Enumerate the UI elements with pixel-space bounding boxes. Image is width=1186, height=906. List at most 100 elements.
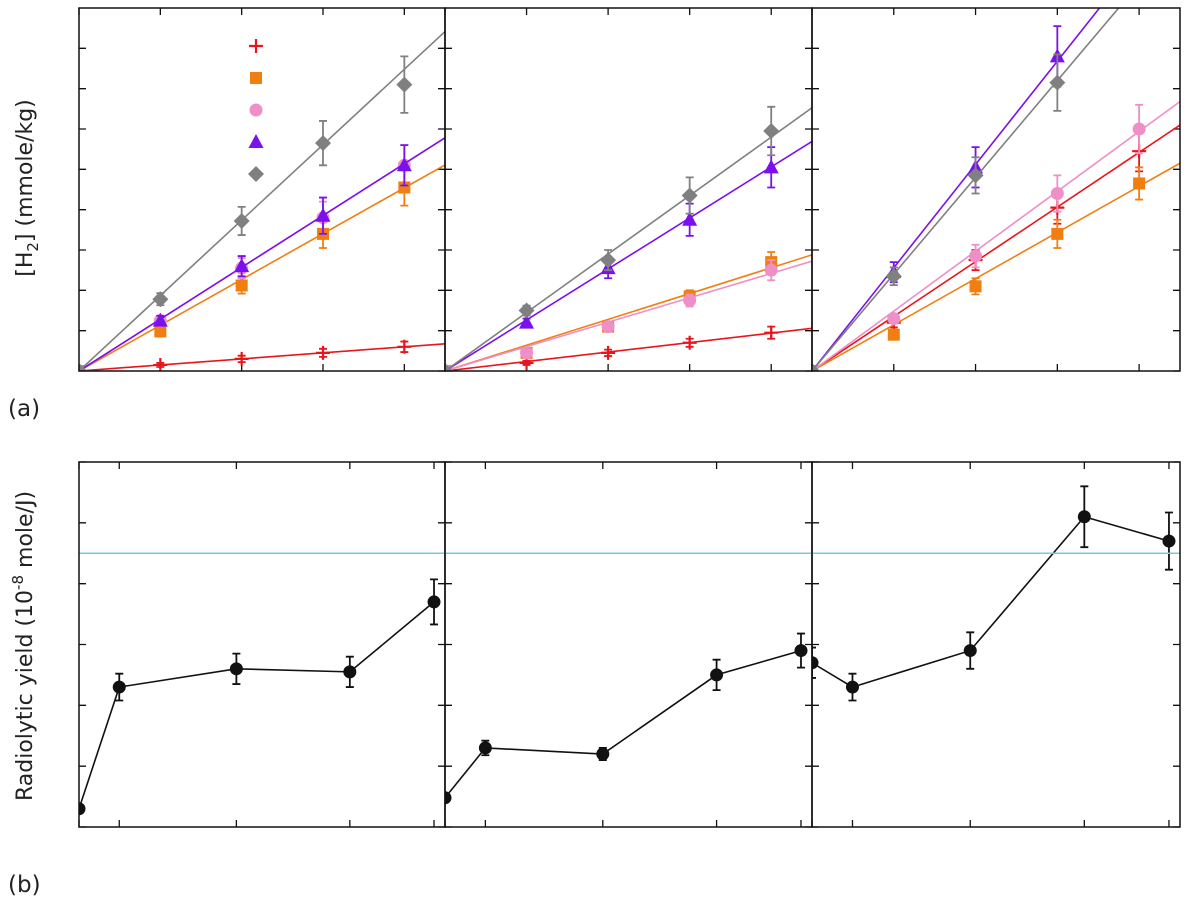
data-point: [764, 263, 778, 277]
chart-panel-s2-humidity: [444, 461, 813, 828]
data-point: [315, 135, 331, 152]
series-0-pct: [79, 339, 445, 371]
plot-content: [445, 105, 812, 371]
plot-content: [445, 632, 808, 805]
panel-frame: [811, 7, 1181, 372]
data-point: [601, 345, 616, 360]
legend-marker: [249, 103, 263, 117]
chart-panel-s1-dose: [78, 7, 446, 372]
data-point: [445, 791, 452, 805]
data-point: [1049, 74, 1066, 91]
data-point: [763, 159, 779, 174]
y-label-top-main: [H: [13, 252, 38, 277]
data-point: [683, 293, 697, 307]
legend-marker: [248, 166, 264, 182]
series-0-pct: [812, 124, 1180, 371]
series-74-pct: [79, 137, 445, 371]
panel-label-b: (b): [8, 872, 41, 898]
series-74-pct: [445, 140, 812, 371]
panel-frame: [78, 461, 446, 828]
data-point: [1050, 187, 1064, 201]
series-43-pct: [445, 259, 812, 371]
data-point: [316, 345, 330, 360]
series-11-pct: [812, 162, 1180, 371]
data-point: [967, 167, 984, 184]
data-point: [154, 325, 167, 338]
data-point: [1133, 177, 1146, 190]
series-11-pct: [79, 164, 445, 371]
data-point: [520, 346, 534, 360]
panel-label-a: (a): [8, 396, 40, 422]
series-line: [445, 649, 802, 799]
series-97-pct: [812, 8, 1120, 371]
data-point: [764, 325, 779, 340]
fit-line: [445, 254, 812, 371]
data-point: [519, 314, 535, 329]
series-43-pct: [812, 100, 1180, 371]
data-point: [397, 339, 412, 354]
fit-line: [445, 140, 812, 371]
fit-line: [812, 100, 1180, 371]
fit-line: [79, 342, 445, 371]
data-point: [233, 212, 250, 229]
panel-frame: [78, 7, 446, 372]
fit-line: [79, 137, 445, 371]
error-bar: [812, 646, 816, 679]
data-point: [234, 258, 250, 273]
data-point: [427, 595, 441, 609]
data-point: [235, 279, 248, 292]
data-point: [315, 207, 331, 222]
series-74-pct: [812, 8, 1101, 371]
y-label-bottom-rest: mole/J): [13, 491, 38, 575]
data-point: [398, 181, 411, 194]
legend-marker: [248, 134, 264, 148]
data-point: [445, 363, 453, 371]
y-label-bottom-sup: -8: [9, 575, 27, 590]
data-point: [682, 211, 698, 226]
data-point: [596, 747, 610, 761]
legend: [248, 39, 264, 182]
legend-marker: [250, 72, 262, 84]
plot-content: [812, 485, 1176, 702]
y-axis-label-bottom: Radiolytic yield (10-8 mole/J): [9, 491, 38, 801]
data-point: [682, 335, 697, 350]
data-point: [518, 302, 535, 319]
data-point: [152, 312, 168, 327]
fit-line: [79, 164, 445, 371]
plot-area: [78, 7, 1181, 828]
y-label-bottom-main: Radiolytic yield (10: [13, 590, 38, 801]
fit-line: [812, 8, 1120, 371]
fit-line: [445, 107, 812, 371]
fit-line: [812, 124, 1180, 371]
data-point: [79, 802, 86, 816]
data-point: [1051, 227, 1064, 240]
data-point: [887, 312, 901, 326]
data-point: [152, 291, 169, 308]
series-11-pct: [445, 251, 812, 371]
data-point: [794, 644, 808, 658]
series-97-pct: [445, 105, 812, 371]
data-point: [600, 252, 617, 269]
panel-frame: [444, 461, 813, 828]
data-point: [478, 741, 492, 755]
data-point: [153, 357, 168, 371]
data-point: [396, 76, 413, 93]
data-point: [112, 680, 126, 694]
chart-panel-s3-dose: [811, 7, 1181, 372]
fit-line: [445, 260, 812, 371]
data-point: [1132, 122, 1146, 136]
panel-frame: [811, 461, 1181, 828]
legend-marker: [249, 39, 263, 53]
data-point: [79, 363, 87, 371]
data-point: [969, 280, 982, 293]
data-point: [343, 665, 357, 679]
y-axis-label-top: [H2] (mmole/kg): [13, 99, 42, 277]
fit-line: [445, 327, 812, 371]
data-point: [963, 644, 977, 658]
series-97-pct: [79, 31, 445, 371]
plot-content: [79, 578, 441, 816]
series-line: [812, 515, 1170, 688]
data-point: [845, 680, 859, 694]
data-point: [887, 328, 900, 341]
data-point: [234, 351, 249, 366]
